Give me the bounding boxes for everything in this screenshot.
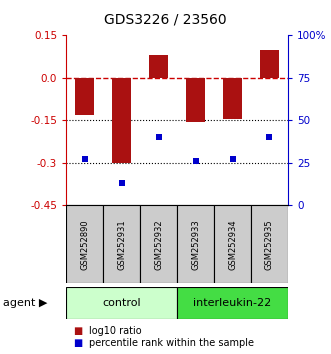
Bar <box>66 287 177 319</box>
Text: ■: ■ <box>73 326 82 336</box>
Text: GSM252931: GSM252931 <box>117 219 126 270</box>
Text: control: control <box>102 298 141 308</box>
Text: GSM252935: GSM252935 <box>265 219 274 270</box>
Bar <box>260 50 279 78</box>
Text: GDS3226 / 23560: GDS3226 / 23560 <box>104 12 227 27</box>
Point <box>230 156 235 162</box>
Text: percentile rank within the sample: percentile rank within the sample <box>89 338 254 348</box>
Bar <box>140 205 177 283</box>
Bar <box>75 78 94 115</box>
Point <box>156 135 161 140</box>
Text: agent ▶: agent ▶ <box>3 298 48 308</box>
Text: interleukin-22: interleukin-22 <box>193 298 272 308</box>
Point <box>267 135 272 140</box>
Bar <box>177 205 214 283</box>
Bar <box>67 205 103 283</box>
Text: GSM252932: GSM252932 <box>154 219 163 270</box>
Point <box>193 158 198 164</box>
Bar <box>149 55 168 78</box>
Text: log10 ratio: log10 ratio <box>89 326 142 336</box>
Point <box>119 181 124 186</box>
Bar <box>251 205 288 283</box>
Bar <box>223 78 242 119</box>
Bar <box>177 287 288 319</box>
Text: GSM252933: GSM252933 <box>191 219 200 270</box>
Bar <box>103 205 140 283</box>
Bar <box>113 78 131 163</box>
Point <box>82 156 87 162</box>
Text: GSM252934: GSM252934 <box>228 219 237 270</box>
Text: ■: ■ <box>73 338 82 348</box>
Bar <box>214 205 251 283</box>
Bar <box>186 78 205 122</box>
Text: GSM252890: GSM252890 <box>80 219 89 270</box>
